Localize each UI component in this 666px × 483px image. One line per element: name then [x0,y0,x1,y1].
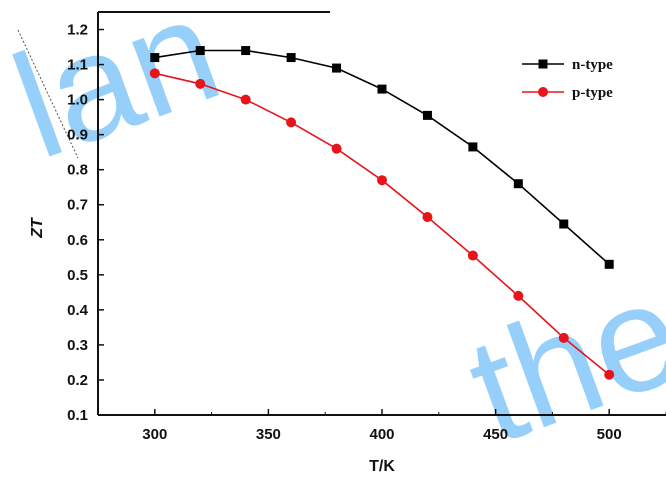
data-point-p-type [331,143,342,154]
legend-label: p-type [572,85,613,101]
data-point-p-type [467,250,478,261]
x-tick-label: 400 [369,426,394,443]
watermark-text-0: lan [0,0,239,190]
data-point-p-type [513,290,524,301]
y-tick-label: 1.2 [67,22,88,39]
y-axis-title: ZT [29,217,46,239]
data-point-p-type [377,175,387,186]
data-point-n-type [468,142,478,152]
y-ticks: 0.1 0.2 0.3 0.4 0.5 0.6 0.7 0.8 0.9 1.0 1.1 1.2 [67,22,104,424]
data-point-p-type [195,78,206,89]
data-point-p-type [286,117,297,128]
series-n-type [150,46,614,269]
axes: 300 350 400 450 500 0.1 0.2 0.3 0.4 0.5 0.6 0.7 0.8… [29,11,666,475]
x-tick-label: 300 [142,426,167,443]
y-tick-label: 0.7 [67,197,88,214]
data-point-n-type [150,53,160,63]
data-point-p-type [604,369,615,380]
y-tick-label: 0.9 [67,127,88,144]
y-tick-label: 0.5 [67,267,88,284]
y-tick-label: 0.3 [67,337,88,354]
data-point-p-type [558,332,569,343]
data-point-n-type [286,53,296,63]
x-axis-title: T/K [369,458,395,475]
legend-item-n-type: n-type [522,57,613,73]
watermark-text-1: the [448,246,666,475]
y-tick-label: 0.1 [67,407,88,424]
x-tick-label: 450 [483,426,508,443]
data-point-n-type [513,179,523,189]
legend-marker [538,87,548,97]
data-point-p-type [240,94,251,105]
data-point-n-type [195,46,205,56]
data-point-p-type [149,68,160,79]
decorative-diagonal-line [17,29,79,159]
x-ticks: 300 350 400 450 500 [97,409,666,443]
y-tick-label: 0.2 [67,372,88,389]
y-tick-label: 1.0 [67,92,88,109]
y-tick-label: 0.4 [67,302,89,319]
data-point-p-type [422,212,433,223]
data-point-n-type [332,63,342,73]
y-tick-label: 1.1 [67,57,88,74]
series-layer [149,46,615,380]
data-point-n-type [377,84,387,94]
legend-marker [538,59,548,69]
data-point-n-type [422,110,432,120]
legend-item-p-type: p-type [522,85,613,101]
legend-label: n-type [572,57,613,73]
data-point-n-type [241,46,251,56]
x-tick-label: 500 [597,426,622,443]
data-point-n-type [604,259,614,269]
y-tick-label: 0.8 [67,162,88,179]
series-p-type [149,68,615,380]
legend: n-type p-type [522,57,613,101]
y-tick-label: 0.6 [67,232,88,249]
x-tick-label: 350 [256,426,281,443]
data-point-n-type [559,219,569,229]
